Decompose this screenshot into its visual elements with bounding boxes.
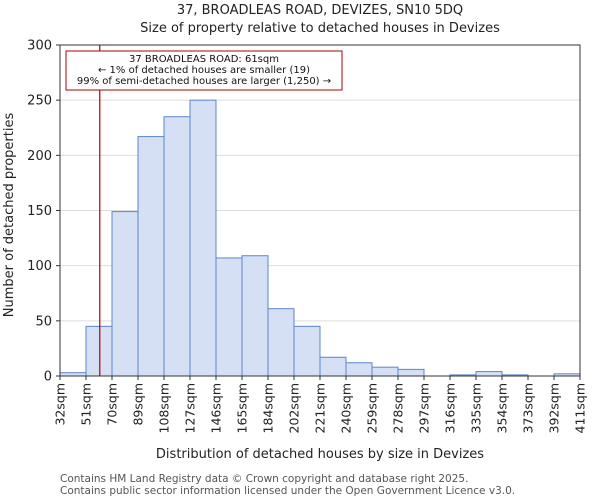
x-tick-label: 51sqm — [79, 383, 94, 426]
bar-165sqm — [241, 255, 269, 377]
x-tick-label: 278sqm — [391, 383, 406, 433]
bar-89sqm — [137, 136, 165, 377]
plot-frame — [59, 44, 581, 377]
bar-240sqm — [345, 362, 373, 377]
x-tick-label: 127sqm — [183, 383, 198, 433]
x-tick-label: 202sqm — [287, 383, 302, 433]
annotation-line-1: 37 BROADLEAS ROAD: 61sqm — [129, 54, 279, 65]
bars — [59, 99, 581, 377]
x-tick-label: 316sqm — [443, 383, 458, 433]
y-axis-ticks: 0 50 100 150 200 250 300 — [27, 39, 60, 385]
x-tick-label: 32sqm — [53, 383, 68, 426]
y-tick-label: 0 — [44, 370, 52, 385]
y-tick-label: 150 — [27, 204, 52, 219]
x-tick-label: 240sqm — [339, 383, 354, 433]
x-tick-label: 221sqm — [313, 383, 328, 433]
y-tick-label: 300 — [27, 39, 52, 54]
footer-line-2: Contains public sector information licen… — [60, 485, 515, 497]
x-tick-label: 335sqm — [469, 383, 484, 433]
bar-146sqm — [215, 257, 243, 377]
x-tick-label: 259sqm — [365, 383, 380, 433]
bar-70sqm — [111, 211, 139, 377]
chart-subtitle: Size of property relative to detached ho… — [140, 21, 500, 36]
x-tick-label: 89sqm — [131, 383, 146, 426]
annotation-frame — [65, 50, 343, 91]
x-tick-label: 411sqm — [573, 383, 588, 433]
footer-line-1: Contains HM Land Registry data © Crown c… — [60, 473, 468, 485]
annotation-box: 37 BROADLEAS ROAD: 61sqm ← 1% of detache… — [65, 50, 343, 91]
y-tick-label: 100 — [27, 259, 52, 274]
x-tick-label: 392sqm — [547, 383, 562, 433]
bar-278sqm — [397, 368, 425, 377]
x-tick-label: 108sqm — [157, 383, 172, 433]
bar-335sqm — [475, 371, 503, 377]
bar-202sqm — [293, 325, 321, 377]
x-tick-label: 165sqm — [235, 383, 250, 433]
bar-259sqm — [371, 366, 399, 377]
annotation-line-3: 99% of semi-detached houses are larger (… — [77, 76, 331, 87]
y-tick-label: 50 — [35, 314, 52, 329]
x-tick-label: 70sqm — [105, 383, 120, 426]
x-tick-label: 297sqm — [417, 383, 432, 433]
x-tick-label: 373sqm — [521, 383, 536, 433]
x-axis-ticks: 32sqm 51sqm 70sqm 89sqm 108sqm 127sqm 146sqm 16… — [53, 376, 588, 433]
x-tick-label: 184sqm — [261, 383, 276, 433]
bar-51sqm — [85, 325, 113, 377]
annotation-line-2: ← 1% of detached houses are smaller (19) — [98, 65, 310, 76]
y-tick-label: 250 — [27, 94, 52, 109]
x-axis-label: Distribution of detached houses by size … — [156, 447, 484, 462]
chart-title: 37, BROADLEAS ROAD, DEVIZES, SN10 5DQ — [177, 3, 463, 18]
x-tick-label: 354sqm — [495, 383, 510, 433]
bar-221sqm — [319, 356, 347, 377]
x-tick-label: 146sqm — [209, 383, 224, 433]
bar-184sqm — [267, 308, 295, 377]
y-axis-label: Number of detached properties — [2, 113, 17, 318]
bar-108sqm — [163, 116, 191, 377]
bar-127sqm — [189, 99, 217, 377]
y-tick-label: 200 — [27, 149, 52, 164]
